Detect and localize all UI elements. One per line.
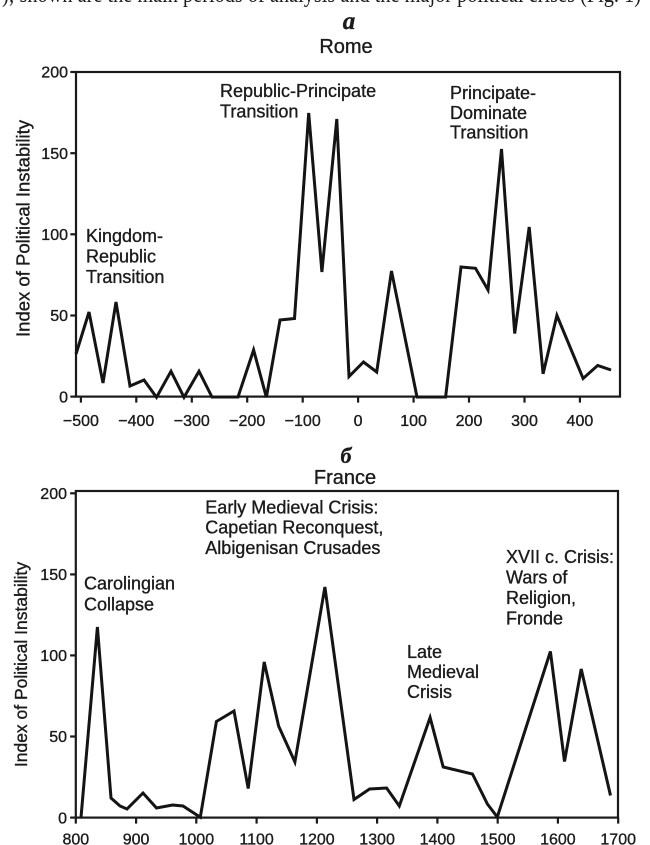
svg-text:Early Medieval Crisis:: Early Medieval Crisis: bbox=[205, 498, 378, 518]
svg-text:XVII c. Crisis:: XVII c. Crisis: bbox=[506, 547, 614, 567]
svg-text:1400: 1400 bbox=[420, 832, 456, 845]
svg-text:1500: 1500 bbox=[480, 832, 516, 845]
svg-text:Kingdom-: Kingdom- bbox=[86, 226, 163, 246]
svg-text:Crisis: Crisis bbox=[407, 682, 452, 702]
svg-text:900: 900 bbox=[123, 832, 150, 845]
svg-text:Albigenisan Crusades: Albigenisan Crusades bbox=[205, 538, 380, 558]
svg-text:100: 100 bbox=[40, 648, 67, 665]
svg-text:a: a bbox=[343, 8, 356, 35]
svg-text:−200: −200 bbox=[229, 413, 265, 430]
svg-text:Republic: Republic bbox=[86, 246, 156, 266]
svg-text:−400: −400 bbox=[118, 413, 154, 430]
svg-text:1000: 1000 bbox=[179, 832, 215, 845]
svg-text:Late: Late bbox=[407, 642, 442, 662]
svg-text:800: 800 bbox=[62, 832, 89, 845]
svg-text:Collapse: Collapse bbox=[84, 594, 154, 614]
svg-text:Transition: Transition bbox=[450, 123, 528, 143]
svg-text:150: 150 bbox=[41, 146, 68, 163]
svg-text:Transition: Transition bbox=[86, 267, 164, 287]
svg-text:1700: 1700 bbox=[600, 832, 636, 845]
svg-text:150: 150 bbox=[40, 567, 67, 584]
svg-text:Fronde: Fronde bbox=[506, 609, 563, 629]
svg-text:1200: 1200 bbox=[299, 832, 335, 845]
svg-text:100: 100 bbox=[41, 227, 68, 244]
svg-text:400: 400 bbox=[567, 413, 594, 430]
svg-text:300: 300 bbox=[511, 413, 538, 430]
svg-text:1300: 1300 bbox=[359, 832, 395, 845]
svg-text:Principate-: Principate- bbox=[450, 83, 536, 103]
svg-text:Religion,: Religion, bbox=[506, 588, 576, 608]
svg-text:Capetian Reconquest,: Capetian Reconquest, bbox=[205, 517, 383, 537]
svg-text:0: 0 bbox=[58, 810, 67, 827]
svg-text:200: 200 bbox=[40, 486, 67, 503]
svg-text:Wars of: Wars of bbox=[506, 568, 568, 588]
svg-text:Republic-Principate: Republic-Principate bbox=[220, 81, 376, 101]
svg-text:−500: −500 bbox=[63, 413, 99, 430]
svg-text:Rome: Rome bbox=[319, 36, 372, 58]
svg-text:100: 100 bbox=[400, 413, 427, 430]
svg-text:200: 200 bbox=[456, 413, 483, 430]
svg-text:1600: 1600 bbox=[540, 832, 576, 845]
svg-text:−100: −100 bbox=[285, 413, 321, 430]
svg-text:50: 50 bbox=[50, 308, 68, 325]
svg-text:Index of Political Instability: Index of Political Instability bbox=[13, 119, 34, 337]
svg-text:Medieval: Medieval bbox=[407, 662, 479, 682]
svg-text:Index of Political Instability: Index of Political Instability bbox=[11, 562, 31, 767]
svg-text:); shown are the main periods: ); shown are the main periods of analysi… bbox=[2, 0, 641, 8]
svg-text:1100: 1100 bbox=[239, 832, 274, 845]
svg-text:Carolingian: Carolingian bbox=[84, 574, 175, 594]
svg-text:0: 0 bbox=[354, 413, 363, 430]
svg-text:б: б bbox=[341, 443, 353, 468]
svg-text:50: 50 bbox=[49, 729, 67, 746]
svg-text:France: France bbox=[314, 467, 376, 489]
svg-text:Dominate: Dominate bbox=[450, 103, 527, 123]
svg-text:200: 200 bbox=[41, 65, 68, 82]
svg-text:−300: −300 bbox=[174, 413, 210, 430]
svg-text:Transition: Transition bbox=[220, 101, 298, 121]
svg-text:0: 0 bbox=[59, 389, 68, 406]
